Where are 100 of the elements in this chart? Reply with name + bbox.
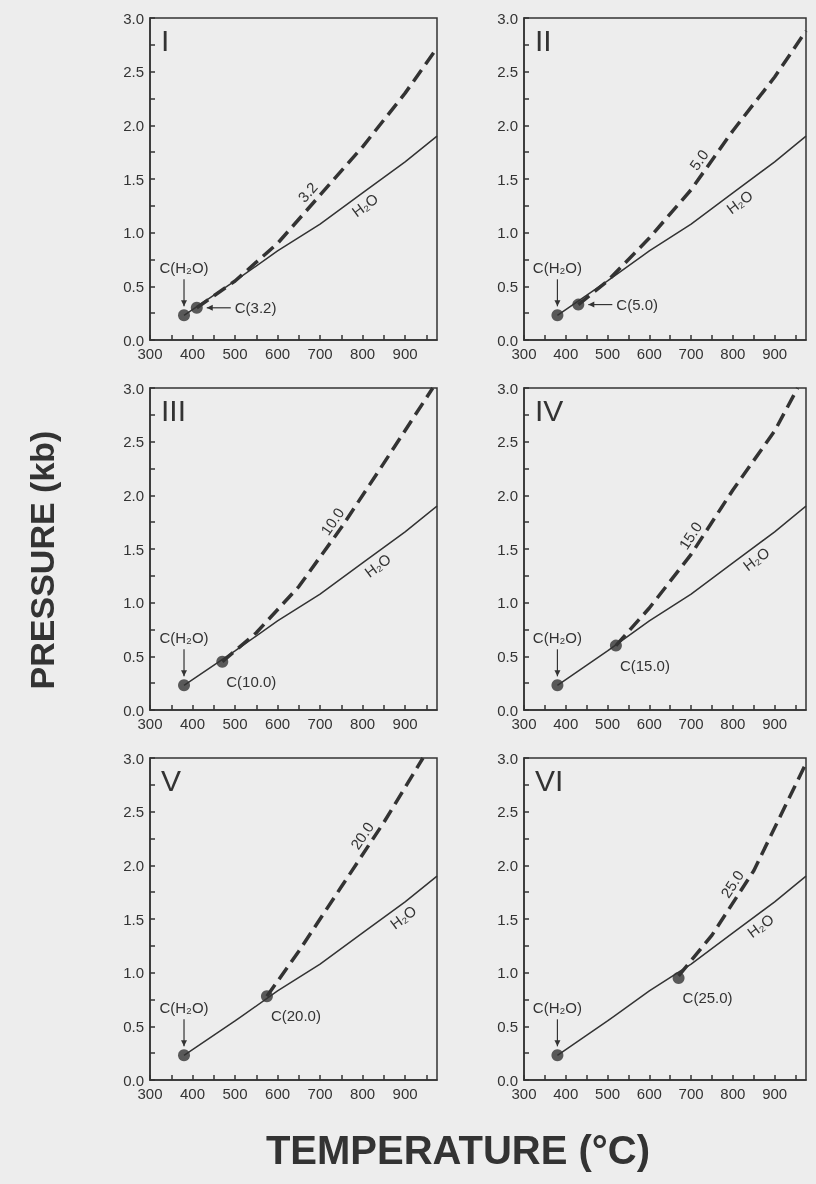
y-tick-label: 2.0 [497, 486, 518, 504]
x-tick-label: 900 [762, 1085, 788, 1102]
annotation: C(H₂O) [532, 259, 582, 277]
y-tick-label: 1.0 [497, 964, 518, 982]
x-tick-label: 600 [265, 1085, 291, 1102]
annotation: C(5.0) [616, 296, 658, 314]
x-tick-label: 900 [392, 1085, 418, 1102]
y-tick-label: 3.0 [123, 379, 144, 397]
x-tick-label: 800 [720, 715, 746, 732]
x-tick-label: 600 [636, 345, 662, 362]
y-tick-label: 1.0 [497, 594, 518, 612]
annotation: C(10.0) [226, 672, 277, 690]
y-tick-label: 2.0 [497, 856, 518, 874]
y-tick-label: 1.0 [123, 964, 144, 982]
annotation: C(25.0) [682, 989, 733, 1007]
y-tick-label: 3.0 [497, 379, 518, 397]
y-tick-label: 2.5 [497, 63, 518, 81]
x-tick-label: 700 [307, 715, 333, 732]
chart-title: VI [535, 763, 564, 797]
annotation: H₂O [386, 901, 420, 933]
x-tick-label: 700 [307, 345, 333, 362]
y-tick-label: 1.5 [123, 910, 144, 928]
y-axis-title: PRESSURE (kb) [22, 430, 62, 690]
x-tick-label: 800 [350, 345, 376, 362]
y-tick-label: 2.0 [123, 116, 144, 134]
x-tick-label: 900 [762, 345, 788, 362]
x-tick-label: 600 [636, 715, 662, 732]
x-tick-label: 600 [265, 345, 291, 362]
x-tick-label: 800 [720, 1085, 746, 1102]
y-tick-label: 3.0 [497, 749, 518, 767]
y-tick-label: 2.0 [123, 856, 144, 874]
annotation: H₂O [723, 186, 756, 218]
y-tick-label: 1.0 [123, 224, 144, 242]
x-tick-label: 400 [180, 1085, 206, 1102]
y-tick-label: 1.5 [123, 170, 144, 188]
chart-title: I [161, 23, 170, 57]
x-tick-label: 500 [222, 715, 248, 732]
chart-title: III [161, 393, 187, 427]
y-tick-label: 0.5 [497, 1017, 518, 1035]
annotation: C(15.0) [619, 656, 670, 674]
x-tick-label: 700 [678, 345, 704, 362]
x-tick-label: 600 [265, 715, 291, 732]
y-tick-label: 1.5 [497, 170, 518, 188]
y-tick-label: 0.5 [497, 277, 518, 295]
annotation: C(H₂O) [159, 629, 209, 647]
y-tick-label: 1.0 [123, 594, 144, 612]
x-tick-label: 500 [595, 715, 621, 732]
y-tick-label: 0.5 [497, 647, 518, 665]
x-tick-label: 900 [392, 715, 418, 732]
x-tick-label: 400 [553, 715, 579, 732]
annotation: 3.2 [294, 178, 321, 206]
annotation: C(H₂O) [532, 629, 582, 647]
y-tick-label: 2.0 [123, 486, 144, 504]
chart-title: IV [535, 393, 564, 427]
annotation: C(20.0) [270, 1007, 321, 1025]
y-tick-label: 2.5 [497, 433, 518, 451]
annotation: C(H₂O) [532, 999, 582, 1017]
annotation: C(H₂O) [159, 259, 209, 277]
annotation: H₂O [361, 550, 395, 581]
x-tick-label: 700 [307, 1085, 333, 1102]
annotation: H₂O [739, 543, 773, 575]
y-tick-label: 2.5 [123, 803, 144, 821]
chart-title: V [161, 763, 182, 797]
annotation: C(3.2) [234, 299, 277, 317]
x-tick-label: 900 [762, 715, 788, 732]
x-tick-label: 500 [595, 345, 621, 362]
y-tick-label: 3.0 [123, 9, 144, 27]
annotation: H₂O [348, 189, 382, 221]
y-tick-label: 1.5 [497, 540, 518, 558]
y-tick-label: 2.5 [123, 63, 144, 81]
y-tick-label: 0.5 [123, 277, 144, 295]
x-tick-label: 800 [350, 715, 376, 732]
annotation: C(H₂O) [159, 999, 209, 1017]
x-tick-label: 500 [222, 345, 248, 362]
y-tick-label: 3.0 [497, 9, 518, 27]
chart-title: II [535, 23, 552, 57]
x-tick-label: 700 [678, 715, 704, 732]
annotation: 5.0 [685, 146, 712, 174]
x-tick-label: 400 [553, 345, 579, 362]
x-tick-label: 800 [350, 1085, 376, 1102]
y-tick-label: 2.5 [123, 433, 144, 451]
y-tick-label: 3.0 [123, 749, 144, 767]
x-tick-label: 600 [636, 1085, 662, 1102]
annotation: H₂O [743, 910, 777, 941]
y-tick-label: 1.0 [497, 224, 518, 242]
y-tick-label: 0.5 [123, 647, 144, 665]
y-tick-label: 2.0 [497, 116, 518, 134]
x-tick-label: 700 [678, 1085, 704, 1102]
x-tick-label: 500 [222, 1085, 248, 1102]
x-tick-label: 800 [720, 345, 746, 362]
y-tick-label: 1.5 [123, 540, 144, 558]
y-tick-label: 2.5 [497, 803, 518, 821]
y-tick-label: 0.5 [123, 1017, 144, 1035]
x-tick-label: 500 [595, 1085, 621, 1102]
x-tick-label: 400 [180, 345, 206, 362]
y-tick-label: 1.5 [497, 910, 518, 928]
x-tick-label: 900 [392, 345, 418, 362]
x-axis-title: TEMPERATURE (°C) [265, 1127, 651, 1173]
x-tick-label: 400 [180, 715, 206, 732]
x-tick-label: 400 [553, 1085, 579, 1102]
